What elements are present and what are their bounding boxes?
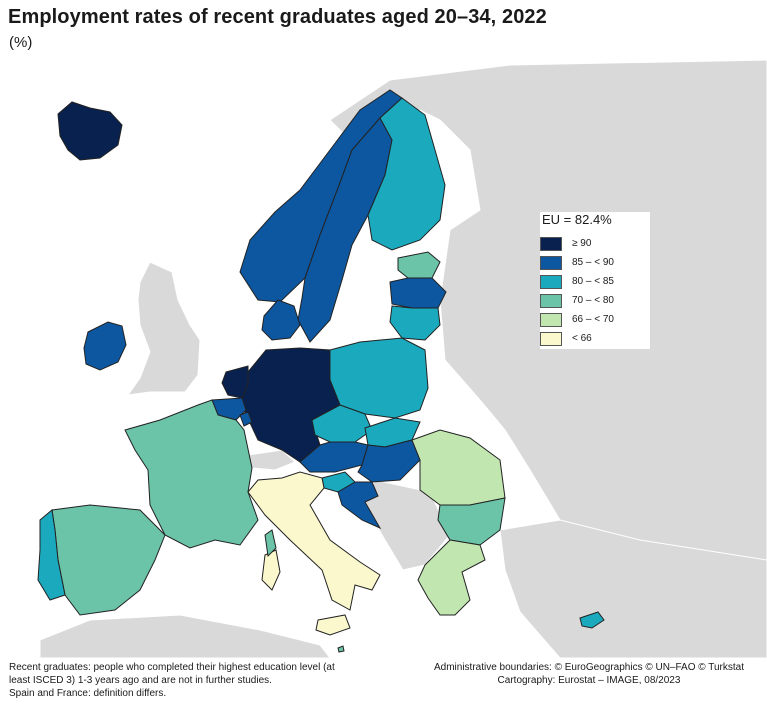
legend-swatch [540,293,562,308]
legend-row: 70 – < 80 [540,292,650,309]
europe-map [0,60,767,658]
legend-swatch [540,274,562,289]
country-sardinia [261,549,281,591]
country-corsica [264,529,277,558]
country-france [124,399,259,549]
footnote-note: Spain and France: definition differs. [9,688,167,699]
legend-label: 80 – < 85 [572,276,614,287]
great-britain-land [126,261,201,396]
map-legend: EU = 82.4% ≥ 90 85 – < 90 80 – < 85 70 –… [540,212,650,349]
legend-swatch [540,331,562,346]
legend-row: 85 – < 90 [540,254,650,271]
legend-label: 85 – < 90 [572,257,614,268]
country-czechia [311,404,373,443]
country-iceland [57,101,123,161]
country-portugal [37,509,66,601]
country-luxembourg [239,411,253,427]
legend-row: ≥ 90 [540,235,650,252]
country-ireland [83,321,127,371]
norway-russia-north-land [329,60,767,658]
eu-countries [37,89,605,653]
country-sicily [315,614,351,636]
country-denmark [261,299,301,341]
legend-title: EU = 82.4% [542,212,612,227]
country-greece [417,539,486,616]
map-area [0,60,767,658]
legend-swatch [540,255,562,270]
country-croatia [337,481,382,530]
country-malta [337,645,345,653]
country-poland [329,337,429,419]
legend-label: ≥ 90 [572,238,592,249]
footnote-right: Administrative boundaries: © EuroGeograp… [414,661,764,687]
legend-row: < 66 [540,330,650,347]
legend-swatch [540,312,562,327]
turkey-land [499,519,767,658]
legend-label: 70 – < 80 [572,295,614,306]
legend-label: < 66 [572,333,592,344]
footnote-left: Recent graduates: people who completed t… [9,661,409,700]
country-lithuania [389,305,441,341]
country-latvia [389,277,447,309]
legend-swatch [540,236,562,251]
non-eu-land [39,60,767,658]
legend-row: 80 – < 85 [540,273,650,290]
country-cyprus [579,611,605,629]
country-italy [247,471,381,611]
map-title: Employment rates of recent graduates age… [8,6,547,28]
map-subtitle: (%) [9,34,33,51]
country-finland [367,97,446,251]
footnote-definition-line1: Recent graduates: people who completed t… [9,662,335,673]
footnote-boundaries: Administrative boundaries: © EuroGeograp… [433,662,744,673]
legend-row: 66 – < 70 [540,311,650,328]
country-bulgaria [437,497,506,546]
footnote-cartography: Cartography: Eurostat – IMAGE, 08/2023 [497,675,681,686]
legend-label: 66 – < 70 [572,314,614,325]
footnote-definition-line2: least ISCED 3) 1-3 years ago and are not… [9,675,272,686]
north-africa-land [39,614,331,658]
